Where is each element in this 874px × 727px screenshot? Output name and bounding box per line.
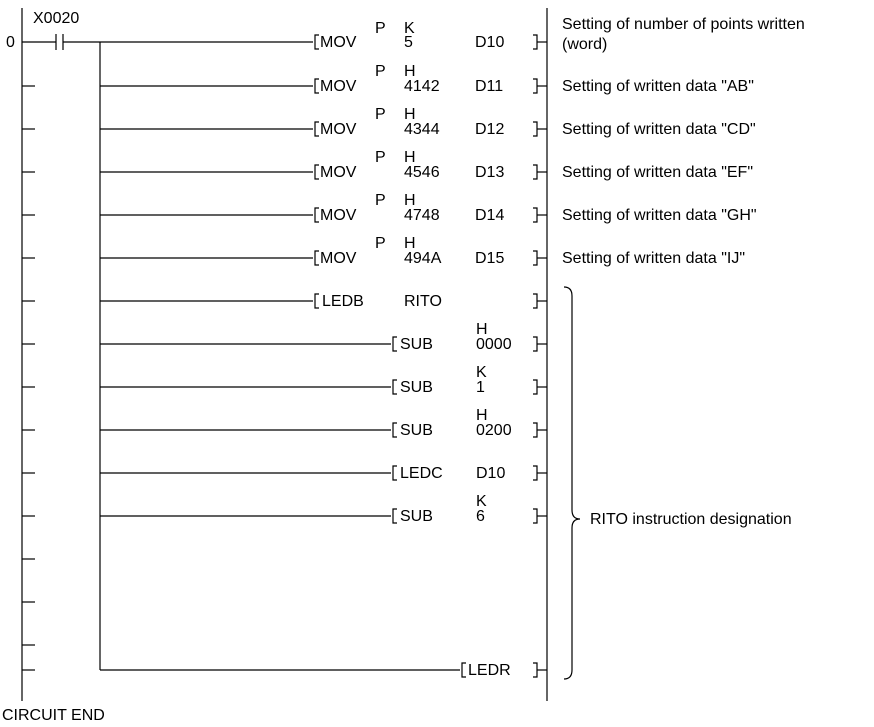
svg-text:LEDB: LEDB — [322, 293, 364, 310]
rung-row: LEDR — [22, 558, 547, 679]
row-comment: Setting of written data "EF" — [562, 164, 753, 181]
contact-label: X0020 — [33, 10, 79, 27]
svg-text:P: P — [375, 192, 386, 209]
step-number: 0 — [6, 34, 15, 51]
rung-row: MOV P H 494A D15 — [22, 235, 547, 267]
svg-text:LEDR: LEDR — [468, 662, 511, 679]
svg-text:K: K — [404, 20, 415, 37]
rung-row: MOV P K 5 D10 — [100, 20, 547, 51]
svg-text:P: P — [375, 149, 386, 166]
svg-text:SUB: SUB — [400, 508, 433, 525]
svg-text:4748: 4748 — [404, 207, 440, 224]
row-comment-continued: (word) — [562, 36, 607, 53]
svg-text:H: H — [476, 321, 488, 338]
svg-text:SUB: SUB — [400, 422, 433, 439]
svg-text:P: P — [375, 106, 386, 123]
row-comment: Setting of written data "IJ" — [562, 250, 745, 267]
svg-text:MOV: MOV — [320, 34, 357, 51]
svg-text:H: H — [404, 192, 416, 209]
svg-text:K: K — [476, 364, 487, 381]
rung-row: SUB K 1 — [22, 364, 547, 396]
svg-text:H: H — [404, 149, 416, 166]
contact-x0020-symbol — [22, 34, 100, 50]
svg-text:K: K — [476, 493, 487, 510]
svg-text:H: H — [404, 63, 416, 80]
rung-row: SUB K 6 — [22, 493, 547, 525]
group-comment: RITO instruction designation — [590, 511, 792, 528]
svg-text:0200: 0200 — [476, 422, 512, 439]
rung-row: SUB H 0000 — [22, 321, 547, 353]
svg-text:5: 5 — [404, 34, 413, 51]
svg-text:D10: D10 — [476, 465, 505, 482]
svg-text:4546: 4546 — [404, 164, 440, 181]
svg-text:4344: 4344 — [404, 121, 440, 138]
svg-text:LEDC: LEDC — [400, 465, 443, 482]
svg-text:6: 6 — [476, 508, 485, 525]
svg-text:D14: D14 — [475, 207, 504, 224]
svg-text:H: H — [476, 407, 488, 424]
svg-text:MOV: MOV — [320, 250, 357, 267]
row-comment: Setting of number of points written — [562, 16, 805, 33]
svg-text:MOV: MOV — [320, 207, 357, 224]
row-comment: Setting of written data "CD" — [562, 121, 756, 138]
svg-text:P: P — [375, 20, 386, 37]
svg-text:D13: D13 — [475, 164, 504, 181]
svg-text:D11: D11 — [475, 78, 503, 95]
svg-text:H: H — [404, 106, 416, 123]
svg-text:H: H — [404, 235, 416, 252]
svg-text:SUB: SUB — [400, 336, 433, 353]
svg-text:D10: D10 — [475, 34, 504, 51]
svg-text:MOV: MOV — [320, 121, 357, 138]
svg-text:SUB: SUB — [400, 379, 433, 396]
svg-text:P: P — [375, 235, 386, 252]
svg-text:0000: 0000 — [476, 336, 512, 353]
svg-text:1: 1 — [476, 379, 485, 396]
rung-row: SUB H 0200 — [22, 407, 547, 439]
svg-text:P: P — [375, 63, 386, 80]
row-comment: Setting of written data "AB" — [562, 78, 754, 95]
rung-row: LEDC D10 — [22, 465, 547, 482]
rung-row: MOV P H 4142 D11 — [22, 63, 547, 95]
svg-text:494A: 494A — [404, 250, 442, 267]
svg-text:4142: 4142 — [404, 78, 440, 95]
rung-row: MOV P H 4546 D13 — [22, 149, 547, 181]
svg-text:MOV: MOV — [320, 78, 357, 95]
circuit-end-label: CIRCUIT END — [2, 707, 105, 724]
svg-text:D15: D15 — [475, 250, 504, 267]
svg-text:D12: D12 — [475, 121, 504, 138]
svg-text:MOV: MOV — [320, 164, 357, 181]
svg-text:RITO: RITO — [404, 293, 442, 310]
group-brace — [563, 286, 581, 680]
rung-row: MOV P H 4344 D12 — [22, 106, 547, 138]
rung-row: MOV P H 4748 D14 — [22, 192, 547, 224]
row-comment: Setting of written data "GH" — [562, 207, 757, 224]
rung-row: LEDB RITO — [22, 293, 547, 310]
